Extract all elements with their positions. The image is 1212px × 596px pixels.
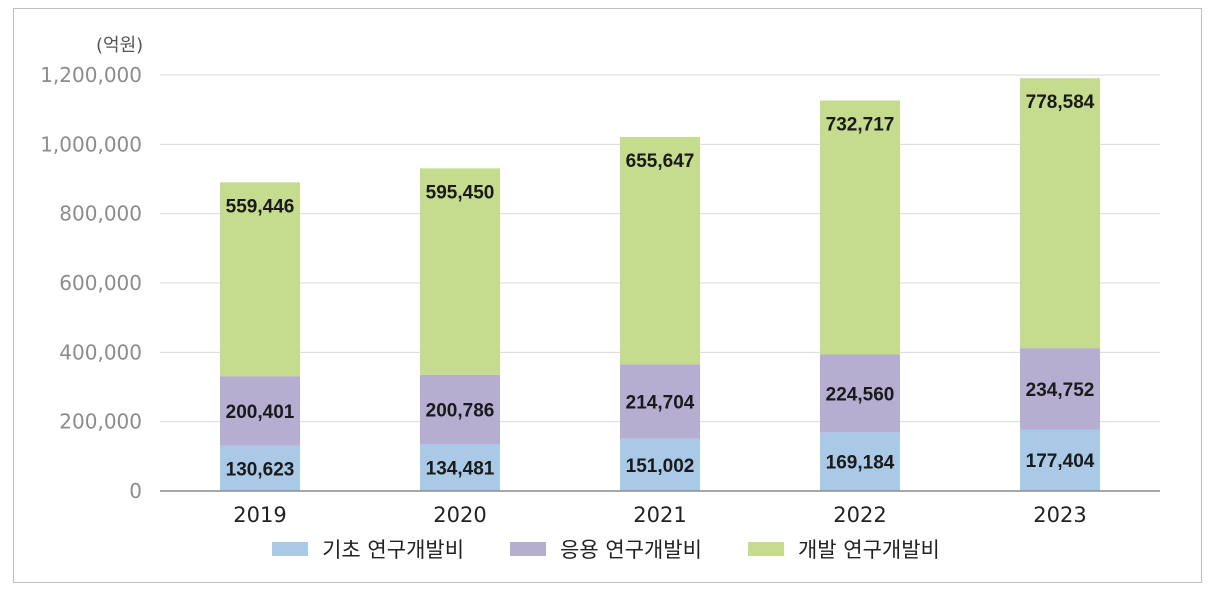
y-tick-label: 0 <box>129 479 142 503</box>
data-label: 559,446 <box>226 196 295 217</box>
data-label: 655,647 <box>626 151 695 172</box>
bar-segment <box>1020 429 1100 491</box>
legend-swatch-applied <box>510 542 547 556</box>
bar-segment <box>820 354 900 433</box>
x-tick-label: 2022 <box>833 503 886 527</box>
bar-segment <box>620 136 700 365</box>
chart-frame <box>13 8 1202 583</box>
legend-label-basic: 기초 연구개발비 <box>322 538 465 562</box>
data-label: 151,002 <box>626 456 695 477</box>
y-tick-label: 800,000 <box>59 202 142 226</box>
data-label: 200,401 <box>226 402 295 423</box>
bar-segment <box>1020 78 1100 349</box>
y-tick-label: 200,000 <box>59 410 142 434</box>
data-label: 732,717 <box>826 114 895 135</box>
x-tick-label: 2020 <box>433 503 486 527</box>
y-tick-label: 400,000 <box>59 340 142 364</box>
data-label: 130,623 <box>226 459 295 480</box>
data-label: 169,184 <box>826 453 895 474</box>
data-label: 234,752 <box>1026 380 1095 401</box>
data-label: 214,704 <box>626 392 695 413</box>
data-label: 224,560 <box>826 384 895 405</box>
chart-legend: 기초 연구개발비 응용 연구개발비 개발 연구개발비 <box>0 534 1212 564</box>
x-tick-label: 2023 <box>1033 503 1086 527</box>
bar-segment <box>820 432 900 491</box>
legend-label-applied: 응용 연구개발비 <box>560 538 702 562</box>
data-label: 778,584 <box>1026 92 1095 113</box>
legend-item-development: 개발 연구개발비 <box>747 534 940 564</box>
y-tick-label: 1,200,000 <box>40 63 142 87</box>
bar-segment <box>220 445 300 491</box>
y-axis-unit-label: (억원) <box>96 35 144 56</box>
y-tick-label: 600,000 <box>59 271 142 295</box>
bar-segment <box>620 438 700 491</box>
bar-segment <box>820 100 900 355</box>
bar-segment <box>220 182 300 377</box>
bar-segment <box>420 444 500 491</box>
bar-segment <box>620 364 700 439</box>
legend-swatch-development <box>747 542 784 556</box>
legend-swatch-basic <box>272 542 309 556</box>
bar-segment <box>220 376 300 446</box>
bar-segment <box>420 374 500 445</box>
bar-segment <box>1020 348 1100 430</box>
data-label: 177,404 <box>1026 451 1095 472</box>
data-label: 134,481 <box>426 459 495 480</box>
legend-item-applied: 응용 연구개발비 <box>510 534 702 564</box>
y-tick-label: 1,000,000 <box>40 132 142 156</box>
bar-segment <box>420 168 500 375</box>
data-label: 200,786 <box>426 401 495 422</box>
data-label: 595,450 <box>426 182 495 203</box>
legend-item-basic: 기초 연구개발비 <box>272 534 464 564</box>
x-tick-label: 2019 <box>233 503 286 527</box>
x-tick-label: 2021 <box>633 503 686 527</box>
legend-label-development: 개발 연구개발비 <box>797 538 940 562</box>
